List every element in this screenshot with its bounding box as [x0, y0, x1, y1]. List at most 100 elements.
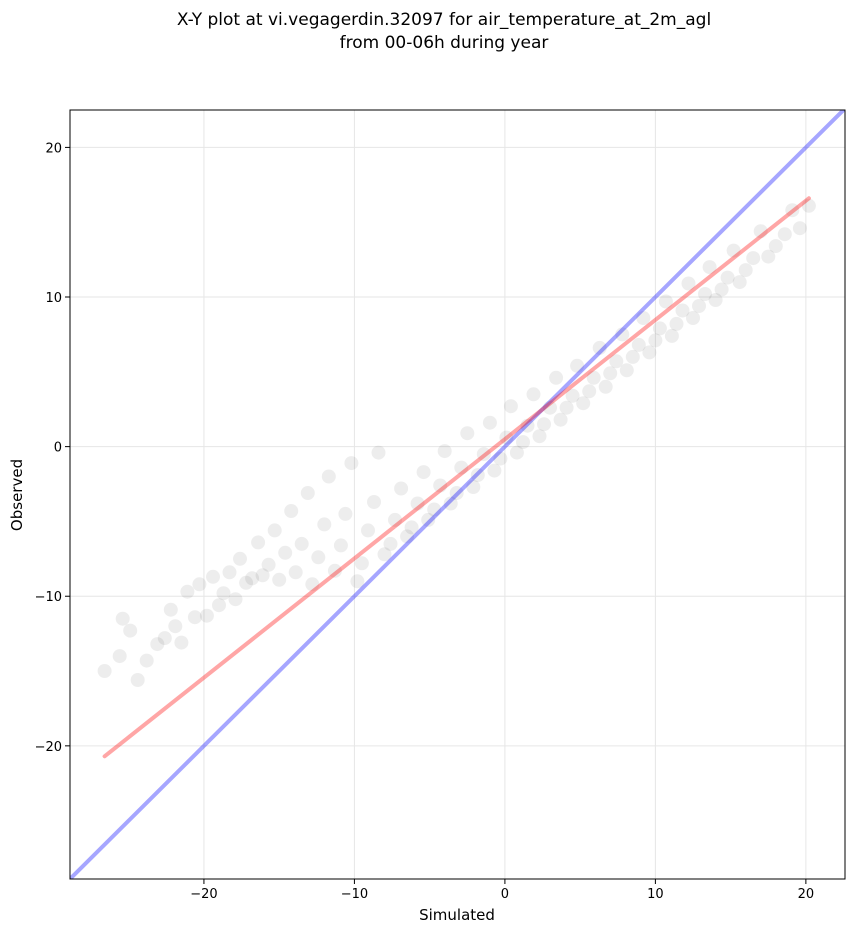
scatter-point	[777, 227, 792, 242]
scatter-point	[157, 631, 172, 646]
scatter-point	[792, 221, 807, 236]
scatter-point	[746, 251, 761, 266]
scatter-point	[180, 584, 195, 599]
y-tick-label: −20	[35, 740, 62, 755]
chart-subtitle: from 00-06h during year	[340, 33, 549, 53]
scatter-point	[199, 608, 214, 623]
scatter-point	[732, 275, 747, 290]
scatter-point	[251, 535, 266, 550]
scatter-point	[664, 328, 679, 343]
scatter-point	[192, 577, 207, 592]
scatter-point	[503, 399, 518, 414]
scatter-point	[288, 565, 303, 580]
scatter-point	[305, 577, 320, 592]
x-tick-label: 10	[647, 887, 664, 902]
scatter-point	[433, 478, 448, 493]
scatter-point	[726, 243, 741, 258]
scatter-point	[738, 263, 753, 278]
scatter-point	[785, 203, 800, 218]
scatter-point	[761, 249, 776, 264]
scatter-point	[537, 417, 551, 432]
scatter-point	[255, 568, 270, 583]
scatter-point	[344, 456, 359, 471]
scatter-point	[609, 354, 624, 369]
scatter-point	[454, 460, 469, 475]
scatter-point	[714, 282, 729, 297]
scatter-point	[377, 547, 392, 562]
scatter-point	[317, 517, 332, 532]
scatter-point	[520, 418, 535, 433]
scatter-point	[311, 550, 326, 565]
scatter-point	[272, 572, 287, 587]
plot-area-frame	[69, 109, 846, 880]
scatter-point	[692, 299, 706, 313]
scatter-point	[768, 239, 783, 254]
y-axis-label: Observed	[8, 459, 26, 531]
scatter-point	[443, 496, 458, 511]
scatter-point	[333, 538, 348, 553]
scatter-point	[416, 465, 431, 480]
scatter-point	[509, 445, 524, 460]
scatter-point	[658, 294, 673, 309]
scatter-point	[371, 445, 386, 460]
scatter-point	[278, 545, 293, 560]
scatter-point	[482, 415, 497, 430]
scatter-point	[615, 327, 630, 342]
scatter-point	[669, 316, 684, 331]
scatter-point	[499, 430, 514, 445]
scatter-point	[216, 586, 231, 601]
scatter-point	[526, 387, 541, 402]
scatter-point	[327, 563, 342, 578]
scatter-point	[350, 574, 365, 589]
scatter-point	[493, 451, 508, 466]
scatter-point	[421, 512, 436, 527]
scatter-point	[388, 512, 402, 527]
scatter-point	[801, 198, 816, 213]
y-tick-label: −10	[35, 590, 62, 605]
x-tick-label: 20	[798, 887, 815, 902]
scatter-point	[294, 536, 309, 551]
scatter-point	[361, 523, 375, 538]
chart-title: X-Y plot at vi.vegagerdin.32097 for air_…	[177, 10, 711, 30]
scatter-point	[466, 480, 481, 494]
scatter-point	[123, 623, 138, 638]
y-tick-label: 0	[54, 441, 62, 456]
identity-line	[70, 110, 845, 879]
y-tick-label: 20	[45, 141, 62, 156]
x-tick-label: −10	[341, 887, 368, 902]
scatter-point	[570, 358, 585, 373]
scatter-point	[187, 610, 202, 625]
scatter-point	[565, 388, 580, 403]
scatter-point	[206, 569, 220, 584]
scatter-point	[321, 469, 336, 484]
scatter-point	[367, 495, 381, 509]
scatter-point	[487, 463, 502, 478]
scatter-point	[261, 557, 276, 572]
scatter-point	[476, 447, 491, 462]
scatter-point	[400, 529, 415, 544]
y-tick-label: 10	[45, 291, 62, 306]
scatter-point	[410, 496, 425, 511]
scatter-points	[97, 198, 816, 687]
regression-fit-line	[102, 196, 811, 759]
scatter-point	[267, 523, 282, 538]
scatter-point	[427, 502, 442, 517]
scatter-point	[698, 287, 712, 301]
scatter-point	[394, 481, 409, 496]
scatter-point	[228, 592, 243, 607]
scatter-point	[222, 565, 237, 580]
scatter-point	[516, 435, 530, 450]
scatter-point	[168, 619, 183, 634]
scatter-point	[284, 504, 299, 518]
scatter-point	[592, 340, 607, 355]
scatter-point	[233, 551, 247, 566]
scatter-point	[338, 506, 353, 521]
scatter-point	[675, 303, 690, 318]
scatter-point	[130, 673, 145, 687]
scatter-point	[239, 575, 254, 590]
scatter-point	[174, 635, 189, 650]
y-axis-ticks: −20 −10 0 10 20	[35, 141, 70, 755]
scatter-point	[586, 370, 601, 385]
x-tick-label: 0	[501, 887, 509, 902]
